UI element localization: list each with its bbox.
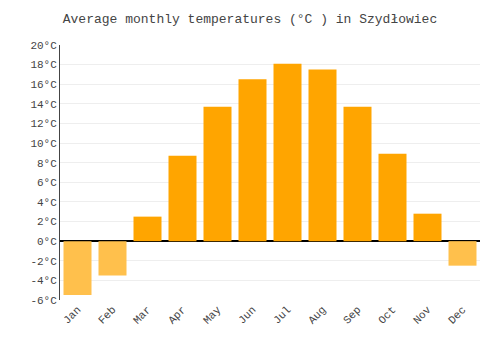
svg-text:Dec: Dec xyxy=(446,304,468,326)
svg-text:14°C: 14°C xyxy=(30,99,57,111)
svg-text:4°C: 4°C xyxy=(37,197,57,209)
svg-text:Jun: Jun xyxy=(236,304,258,326)
svg-text:Feb: Feb xyxy=(96,304,118,326)
svg-text:Nov: Nov xyxy=(411,304,434,327)
svg-text:0°C: 0°C xyxy=(37,236,57,248)
svg-text:18°C: 18°C xyxy=(30,59,57,71)
svg-text:-4°C: -4°C xyxy=(30,275,57,287)
svg-text:Aug: Aug xyxy=(306,304,328,326)
svg-text:Jul: Jul xyxy=(271,304,293,326)
svg-text:8°C: 8°C xyxy=(37,158,57,170)
svg-text:Mar: Mar xyxy=(131,304,153,326)
svg-text:-6°C: -6°C xyxy=(30,295,57,307)
svg-text:Oct: Oct xyxy=(376,304,398,326)
svg-text:2°C: 2°C xyxy=(37,216,57,228)
svg-text:-2°C: -2°C xyxy=(30,256,57,268)
svg-text:6°C: 6°C xyxy=(37,177,57,189)
svg-text:Apr: Apr xyxy=(166,304,188,326)
svg-text:Jan: Jan xyxy=(61,304,83,326)
svg-text:Average monthly temperatures (: Average monthly temperatures (°C ) in Sz… xyxy=(63,12,437,27)
svg-text:16°C: 16°C xyxy=(30,79,57,91)
svg-text:10°C: 10°C xyxy=(30,138,57,150)
svg-text:20°C: 20°C xyxy=(30,40,57,52)
svg-text:Sep: Sep xyxy=(341,304,363,326)
svg-text:12°C: 12°C xyxy=(30,118,57,130)
svg-text:May: May xyxy=(201,304,224,327)
